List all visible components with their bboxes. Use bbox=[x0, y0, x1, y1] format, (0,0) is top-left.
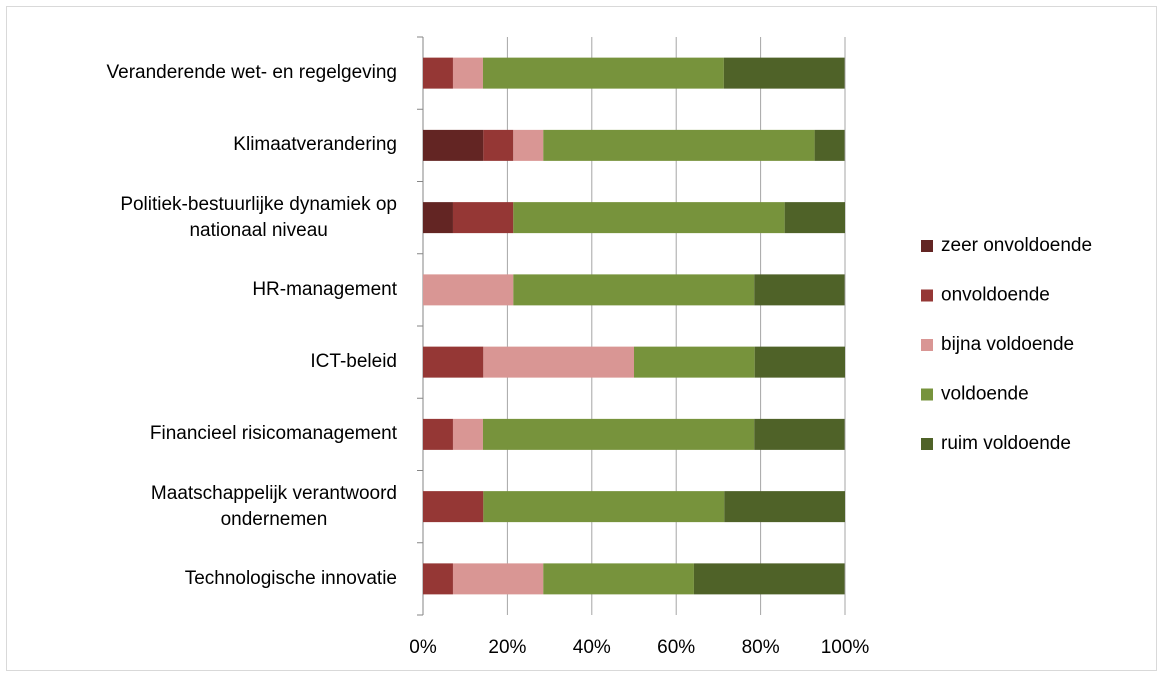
bar-segment bbox=[452, 57, 483, 89]
legend-label: bijna voldoende bbox=[941, 334, 1074, 355]
bar-segment bbox=[423, 57, 453, 89]
bar-segment bbox=[423, 418, 453, 450]
legend-swatch bbox=[921, 339, 933, 351]
x-tick-label: 0% bbox=[409, 637, 437, 658]
legend-label: ruim voldoende bbox=[941, 433, 1071, 454]
bar-segment bbox=[513, 274, 755, 306]
x-tick-label: 80% bbox=[742, 637, 780, 658]
bar-segment bbox=[483, 129, 514, 161]
bar-segment bbox=[814, 129, 845, 161]
bar-segment bbox=[693, 563, 845, 595]
bar-segment bbox=[423, 202, 453, 234]
legend-swatch bbox=[921, 240, 933, 252]
bar-segment bbox=[482, 57, 724, 89]
x-tick-label: 40% bbox=[573, 637, 611, 658]
legend-swatch bbox=[921, 388, 933, 401]
bar-segment bbox=[513, 202, 785, 234]
y-tick-label: Klimaatverandering bbox=[233, 134, 397, 156]
bar-segment bbox=[634, 346, 755, 378]
bar-segment bbox=[483, 346, 634, 378]
y-tick-label: Technologische innovatie bbox=[184, 567, 397, 589]
bar-segment bbox=[543, 563, 694, 595]
bar-segment bbox=[543, 129, 815, 161]
legend-swatch bbox=[921, 289, 933, 302]
y-tick-label: Maatschappelijk verantwoord ondernemen bbox=[150, 482, 397, 530]
y-tick-label: Politiek-bestuurlijke dynamiek op nation… bbox=[120, 193, 397, 241]
bar-segment bbox=[483, 491, 725, 523]
legend-label: onvoldoende bbox=[941, 285, 1050, 306]
legend-label: voldoende bbox=[941, 384, 1029, 405]
bar-segment bbox=[723, 57, 845, 89]
bar-segment bbox=[513, 129, 544, 161]
x-tick-label: 60% bbox=[657, 637, 695, 658]
bar-segment bbox=[452, 563, 544, 595]
bar-segment bbox=[423, 563, 453, 595]
bar-segment bbox=[423, 346, 484, 378]
bar-segment bbox=[482, 418, 755, 450]
x-tick-label: 100% bbox=[821, 637, 870, 658]
x-tick-label: 20% bbox=[488, 637, 526, 658]
bar-segment bbox=[452, 202, 514, 234]
bar-segment bbox=[423, 274, 514, 306]
bar-segment bbox=[423, 491, 484, 523]
bar-segment bbox=[754, 346, 845, 378]
bar-segment bbox=[754, 418, 845, 450]
bar-segment bbox=[724, 491, 845, 523]
y-tick-label: ICT-beleid bbox=[310, 351, 397, 373]
y-tick-label: HR-management bbox=[252, 278, 397, 300]
bar-segment bbox=[423, 129, 484, 161]
bar-segment bbox=[754, 274, 845, 306]
y-tick-label: Veranderende wet- en regelgeving bbox=[106, 62, 397, 84]
bar-segment bbox=[452, 418, 483, 450]
legend-label: zeer onvoldoende bbox=[941, 235, 1092, 256]
bar-segment bbox=[784, 202, 845, 234]
y-tick-label: Financieel risicomanagement bbox=[149, 423, 397, 445]
chart-border bbox=[6, 6, 1157, 671]
legend-swatch bbox=[921, 438, 933, 450]
